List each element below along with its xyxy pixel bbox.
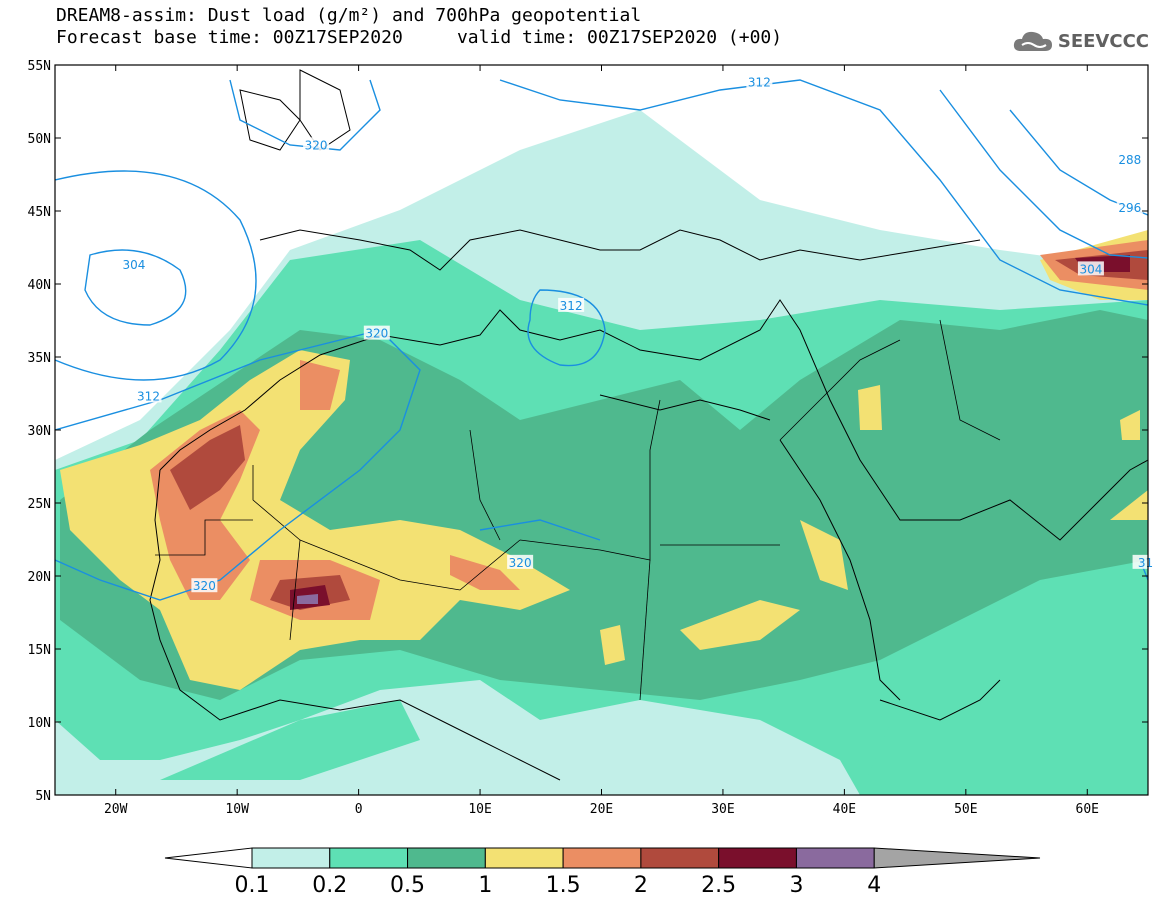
lat-tick-label: 25N <box>28 497 51 512</box>
contour-label-bg <box>1077 261 1104 276</box>
contour-label-bg <box>1116 151 1143 166</box>
lat-tick-label: 5N <box>35 789 51 804</box>
contour-label-bg <box>135 388 162 403</box>
contour-labels: 312 320 288 296 304 304 312 320 312 320 320 31 <box>120 74 1159 593</box>
colorbar-label: 3 <box>789 873 803 898</box>
map-title: DREAM8-assim: Dust load (g/m²) and 700hP… <box>56 5 642 26</box>
contour-label-bg <box>558 297 585 312</box>
contour-label-bg <box>120 257 147 272</box>
seevccc-logo: SEEVCCC <box>1012 28 1149 54</box>
colorbar-segment <box>329 847 409 869</box>
lat-tick-label: 10N <box>28 716 51 731</box>
colorbar: 0.1 0.2 0.5 1 1.5 2 2.5 3 4 <box>164 847 1041 898</box>
contour-label: 312 <box>748 76 771 90</box>
contour-label-bg <box>1132 554 1159 569</box>
colorbar-segment <box>251 847 331 869</box>
map-subtitle: Forecast base time: 00Z17SEP2020 valid t… <box>56 27 783 48</box>
colorbar-segment <box>795 847 875 869</box>
colorbar-label: 0.2 <box>312 873 347 898</box>
colorbar-label: 0.1 <box>235 873 270 898</box>
lat-tick-label: 50N <box>28 132 51 147</box>
borders <box>155 319 1001 701</box>
lat-tick-label: 15N <box>28 643 51 658</box>
contour-label: 304 <box>122 258 145 272</box>
logo-text: SEEVCCC <box>1057 30 1149 52</box>
contour-label: 320 <box>193 579 216 593</box>
contour-label-bg <box>746 74 773 89</box>
contour-label: 320 <box>509 556 532 570</box>
colorbar-segment <box>484 847 564 869</box>
lon-tick-label: 50E <box>954 802 977 817</box>
contour-label-bg <box>363 325 390 340</box>
lat-tick-label: 40N <box>28 278 51 293</box>
colorbar-segment <box>640 847 720 869</box>
contour-label-bg <box>303 137 330 152</box>
colorbar-high-arrow <box>873 847 1041 869</box>
contour-label-bg <box>1116 200 1143 215</box>
lon-tick-label: 10E <box>468 802 491 817</box>
dust-field <box>55 65 1148 795</box>
colorbar-label: 0.5 <box>390 873 425 898</box>
colorbar-label: 2 <box>634 873 648 898</box>
contour-label: 312 <box>560 299 583 313</box>
contour-label: 320 <box>365 327 388 341</box>
colorbar-label: 1.5 <box>546 873 581 898</box>
colorbar-label: 2.5 <box>701 873 736 898</box>
lon-tick-label: 10W <box>225 802 249 817</box>
contour-label-bg <box>507 554 534 569</box>
colorbar-segment <box>407 847 486 869</box>
contour-label: 320 <box>305 138 328 152</box>
lon-tick-label: 0 <box>355 802 363 817</box>
lat-tick-label: 30N <box>28 424 51 439</box>
colorbar-segment <box>718 847 797 869</box>
contour-label: 304 <box>1079 262 1102 276</box>
lon-tick-label: 40E <box>833 802 856 817</box>
lat-tick-label: 55N <box>28 59 51 74</box>
contour-label: 312 <box>137 389 160 403</box>
coastlines <box>149 69 1148 781</box>
lon-tick-label: 20W <box>104 802 128 817</box>
contour-label: 288 <box>1118 153 1141 167</box>
lat-tick-label: 45N <box>28 205 51 220</box>
contour-label: 31 <box>1138 556 1153 570</box>
colorbar-label: 1 <box>478 873 492 898</box>
colorbar-segment <box>562 847 642 869</box>
lat-tick-label: 20N <box>28 570 51 585</box>
lon-tick-label: 20E <box>590 802 613 817</box>
contour-label-bg <box>191 578 218 593</box>
colorbar-low-arrow <box>164 847 253 869</box>
lat-tick-label: 35N <box>28 351 51 366</box>
contour-label: 296 <box>1118 201 1141 215</box>
axis-ticks: 20W 10W 0 10E 20E 30E 40E 50E 60E 55N 50N 45N 40N 35N… <box>28 59 1148 817</box>
lon-tick-label: 30E <box>711 802 734 817</box>
lon-tick-label: 60E <box>1076 802 1099 817</box>
colorbar-label: 4 <box>867 873 881 898</box>
cloud-icon <box>1013 31 1052 51</box>
